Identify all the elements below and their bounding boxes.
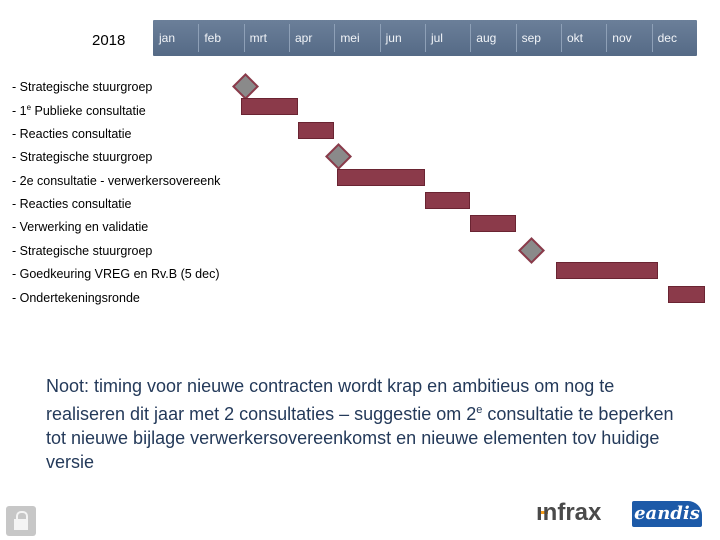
gantt-bar xyxy=(336,168,425,186)
month-aug: aug xyxy=(470,20,515,56)
month-feb: feb xyxy=(198,20,243,56)
month-apr: apr xyxy=(288,20,334,56)
month-header: jan feb mrt apr mei jun jul aug sep okt nov dec xyxy=(153,20,697,56)
month-mei: mei xyxy=(334,20,379,56)
note-text: Noot: timing voor nieuwe contracten word… xyxy=(46,374,686,474)
task-label: - Strategische stuurgroep xyxy=(12,150,153,165)
gantt-bar xyxy=(298,121,335,139)
month-dec: dec xyxy=(651,20,697,56)
milestone-diamond xyxy=(518,236,545,264)
eandis-logo: eandis xyxy=(632,501,702,527)
task-label: - Reacties consultatie xyxy=(12,126,132,141)
month-nov: nov xyxy=(606,20,651,56)
month-sep: sep xyxy=(515,20,561,56)
task-label: - Goedkeuring VREG en Rv.B (5 dec) xyxy=(12,267,220,282)
task-label: - 2e consultatie - verwerkersovereenk xyxy=(12,173,221,188)
task-label-post: Publieke consultatie xyxy=(31,104,146,119)
month-mrt: mrt xyxy=(243,20,289,56)
month-jan: jan xyxy=(159,31,176,45)
lock-icon[interactable] xyxy=(6,506,36,536)
task-label: - Strategische stuurgroep xyxy=(12,243,153,258)
month-jul: jul xyxy=(424,20,470,56)
task-label: - Ondertekeningsronde xyxy=(12,290,140,305)
infrax-logo: ınfrax xyxy=(536,499,602,526)
year-label: 2018 xyxy=(92,32,126,49)
gantt-bar xyxy=(556,262,659,280)
gantt-bar xyxy=(470,215,516,233)
month-okt: okt xyxy=(560,20,606,56)
milestone-diamond xyxy=(325,143,353,171)
gantt-bar xyxy=(425,192,471,209)
milestone-diamond xyxy=(232,73,260,100)
task-label: - 1e Publieke consultatie xyxy=(12,103,146,118)
task-label: - Verwerking en validatie xyxy=(12,220,149,235)
infrax-logo-mark xyxy=(538,511,548,514)
note-text-post: consultatie te beperken tot nieuwe bijla… xyxy=(46,404,674,472)
note-text-sup: e xyxy=(476,404,483,416)
task-label: - Reacties consultatie xyxy=(12,197,132,211)
month-jun: jun xyxy=(379,20,425,56)
task-label-pre: - 1 xyxy=(12,104,27,119)
task-label-sup: e xyxy=(26,103,32,113)
gantt-bar xyxy=(667,285,705,303)
gantt-bar xyxy=(241,98,299,116)
note-text-pre: Noot: timing voor nieuwe contracten word… xyxy=(46,376,615,424)
task-label: - Strategische stuurgroep xyxy=(12,80,153,94)
